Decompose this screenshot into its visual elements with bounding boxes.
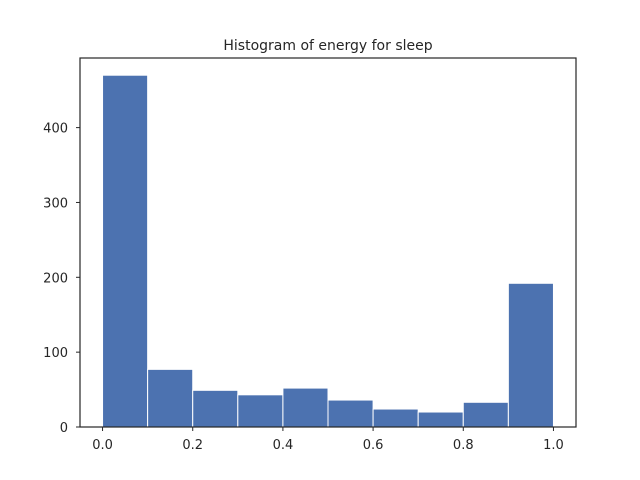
x-tick-label: 0.6: [363, 438, 384, 453]
histogram-bar: [147, 368, 194, 428]
histogram-bar: [462, 401, 509, 428]
histogram-bar: [417, 411, 464, 428]
histogram-bar: [102, 74, 149, 428]
histogram-bar: [237, 394, 284, 428]
y-tick-label: 100: [43, 346, 68, 361]
y-tick-label: 300: [43, 196, 68, 211]
x-tick-label: 0.2: [182, 438, 203, 453]
x-tick-label: 0.0: [92, 438, 113, 453]
bars-group: [102, 74, 554, 428]
plot-frame: [79, 57, 577, 428]
histogram-bar: [327, 399, 374, 428]
x-tick-label: 1.0: [543, 438, 564, 453]
chart-title: Histogram of energy for sleep: [223, 38, 432, 54]
y-tick-label: 200: [43, 271, 68, 286]
histogram-bar: [282, 387, 329, 428]
y-tick-label: 0: [60, 421, 68, 436]
x-tick-label: 0.4: [273, 438, 294, 453]
histogram-bar: [192, 389, 239, 428]
histogram-bar: [372, 408, 419, 428]
y-axis: 0 100 200 300 400: [43, 122, 80, 436]
x-axis: 0.0 0.2 0.4 0.6 0.8 1.0: [92, 427, 564, 453]
histogram-bar: [507, 282, 554, 428]
y-tick-label: 400: [43, 122, 68, 137]
x-tick-label: 0.8: [453, 438, 474, 453]
